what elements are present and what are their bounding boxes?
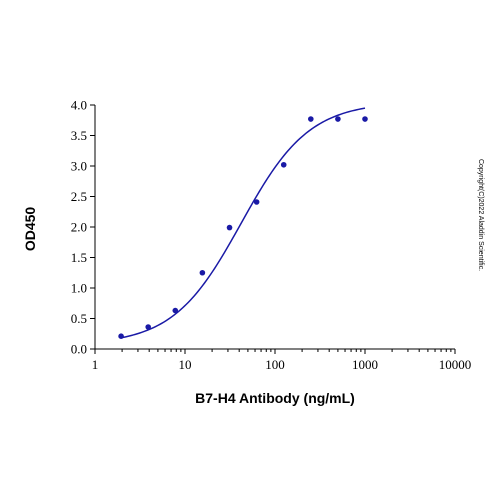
data-points xyxy=(118,116,368,339)
y-tick-label: 4.0 xyxy=(71,98,87,113)
data-point xyxy=(145,324,151,330)
x-axis-title: B7-H4 Antibody (ng/mL) xyxy=(195,390,355,406)
data-point xyxy=(253,199,260,205)
data-point xyxy=(118,333,124,339)
data-point xyxy=(362,116,368,122)
data-point xyxy=(280,161,287,168)
fit-curve xyxy=(120,107,366,339)
y-tick-label: 0.5 xyxy=(71,311,87,326)
x-tick-label: 100 xyxy=(265,357,285,372)
data-point xyxy=(335,116,341,122)
y-axis-title: OD450 xyxy=(22,207,38,252)
y-tick-label: 1.5 xyxy=(71,250,87,265)
data-point xyxy=(199,269,206,276)
y-tick-label: 0.0 xyxy=(71,342,87,357)
y-tick-label: 2.0 xyxy=(71,220,87,235)
y-tick-label: 1.0 xyxy=(71,281,87,296)
y-ticks: 0.0 0.5 1.0 1.5 2.0 2.5 3.0 3.5 4.0 xyxy=(71,98,95,357)
x-tick-label: 1 xyxy=(92,357,99,372)
x-tick-label: 1000 xyxy=(352,357,378,372)
x-ticks: 1 10 100 1000 10000 xyxy=(92,349,472,372)
x-tick-label: 10 xyxy=(179,357,192,372)
x-tick-label: 10000 xyxy=(439,357,472,372)
y-tick-label: 3.5 xyxy=(71,128,87,143)
copyright-annotation: Copyright(C)2022 Aladdin Scientific. xyxy=(477,159,484,271)
y-tick-label: 3.0 xyxy=(71,159,87,174)
y-tick-label: 2.5 xyxy=(71,189,87,204)
data-point xyxy=(308,116,314,122)
data-point xyxy=(226,224,233,231)
plot-area: 0.0 0.5 1.0 1.5 2.0 2.5 3.0 3.5 4.0 1 10 100 1000 10… xyxy=(71,98,472,373)
data-point xyxy=(172,307,179,314)
